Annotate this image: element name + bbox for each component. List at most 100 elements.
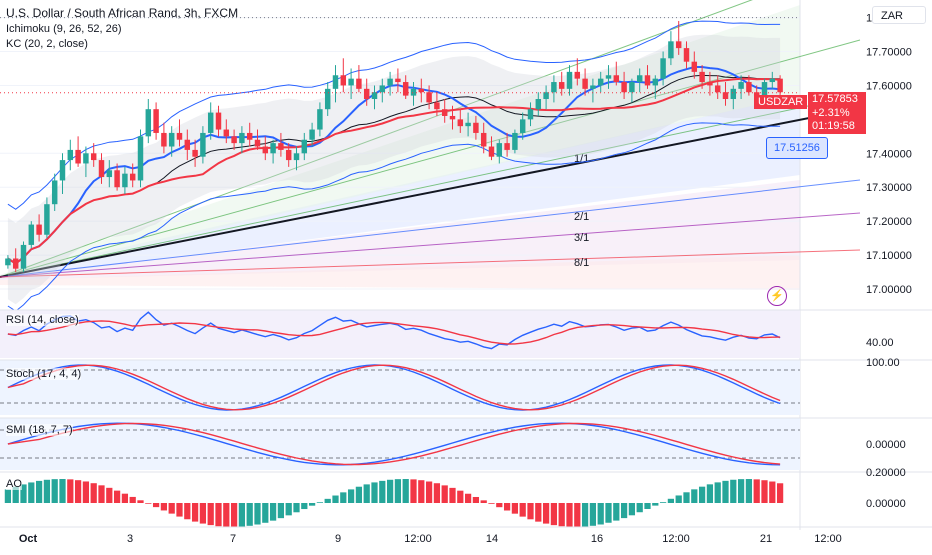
ao-bar (527, 503, 534, 520)
ao-bar (308, 503, 316, 506)
ao-bar (496, 503, 503, 508)
candle-body (543, 92, 549, 100)
ao-bar (223, 503, 230, 527)
ao-bar (379, 480, 386, 503)
ao-bar (238, 503, 246, 527)
ao-bar (550, 503, 558, 526)
keltner-label[interactable]: KC (20, 2, close) (6, 38, 88, 50)
ao-bar (355, 486, 363, 503)
ao-bar (4, 489, 12, 503)
candle-body (129, 173, 136, 181)
ao-pane-label[interactable]: AO (6, 478, 22, 490)
candle-body (278, 143, 284, 150)
candle-body (707, 82, 713, 86)
candle-body (309, 129, 315, 140)
time-tick-label: Oct (19, 533, 38, 545)
lightning-icon[interactable]: ⚡ (767, 286, 787, 306)
fan-line (0, 179, 861, 278)
ao-bar (410, 479, 417, 503)
candle-body (558, 82, 565, 89)
candle-body (59, 160, 66, 181)
candle-body (340, 75, 347, 86)
smi-signal-line (7, 422, 781, 466)
ao-bar (51, 479, 58, 503)
candle-body (746, 82, 752, 93)
stoch-k-line (7, 364, 781, 411)
candle-body (535, 99, 542, 110)
fib-label: 8/1 (574, 257, 589, 269)
currency-button[interactable]: ZAR (872, 6, 926, 24)
fib-label: 3/1 (574, 232, 589, 244)
candle-body (348, 78, 354, 86)
candle-body (5, 258, 11, 266)
ao-bar (418, 480, 425, 503)
ao-bar (589, 503, 597, 526)
ao-bar (121, 493, 129, 503)
candle-body (629, 82, 635, 93)
fan-line (0, 249, 861, 278)
ao-bar (776, 483, 784, 503)
ao-bar (620, 503, 628, 519)
candle-body (675, 41, 682, 49)
kijun-line (7, 77, 781, 265)
ao-bar (160, 503, 168, 511)
ao-bar (277, 503, 285, 519)
candle-body (262, 146, 269, 154)
price-label-callout[interactable]: 17.51256 (766, 137, 828, 159)
ao-bar (230, 503, 238, 527)
ao-bar (698, 486, 706, 503)
candle-body (51, 180, 58, 205)
ao-bar (667, 498, 675, 503)
candle-body (20, 244, 27, 269)
candle-body (488, 146, 495, 157)
keltner-lower (7, 122, 781, 312)
ao-bar (324, 498, 331, 503)
rsi-pane-label[interactable]: RSI (14, close) (6, 314, 79, 326)
candle-body (621, 82, 627, 93)
time-tick-label: 16 (591, 533, 603, 545)
ao-bar (191, 503, 199, 522)
candle-body (527, 109, 534, 120)
ao-bar (511, 503, 519, 514)
ao-bar (386, 479, 394, 503)
ao-bar (106, 487, 113, 503)
ao-bar (152, 503, 160, 508)
ao-bar (566, 503, 573, 527)
candle-body (449, 115, 456, 120)
price-tick-label: 17.30000 (866, 182, 912, 194)
ao-bar (542, 503, 550, 524)
smi-pane-label[interactable]: SMI (18, 7, 7) (6, 424, 73, 436)
candle-body (200, 132, 206, 157)
candle-body (332, 75, 339, 89)
candle-body (75, 149, 81, 164)
time-tick-label: 21 (760, 533, 772, 545)
candle-body (519, 119, 526, 133)
candle-body (714, 85, 721, 93)
stoch-pane-label[interactable]: Stoch (17, 4, 4) (6, 368, 82, 380)
price-tick-label: 17.40000 (866, 148, 912, 160)
ao-bar (43, 479, 51, 503)
ao-bar (675, 495, 682, 503)
ao-bar (652, 503, 659, 506)
tenkan-line (7, 66, 781, 265)
ao-bar (254, 503, 261, 525)
candle-body (418, 88, 425, 93)
candle-body (652, 78, 659, 86)
ao-bar (644, 503, 651, 509)
ao-bar (574, 503, 581, 527)
candle-body (387, 78, 393, 86)
candle-body (184, 139, 191, 150)
ichimoku-label[interactable]: Ichimoku (9, 26, 52, 26) (6, 23, 122, 35)
ao-bar (480, 500, 487, 503)
candle-body (28, 224, 35, 245)
candle-body (566, 71, 573, 89)
candle-body (122, 173, 128, 188)
candle-body (613, 75, 620, 83)
fan-line (0, 0, 753, 278)
ao-bar (402, 479, 409, 503)
candle-body (161, 132, 167, 147)
candle-body (317, 109, 323, 130)
ao-bar (184, 503, 191, 520)
